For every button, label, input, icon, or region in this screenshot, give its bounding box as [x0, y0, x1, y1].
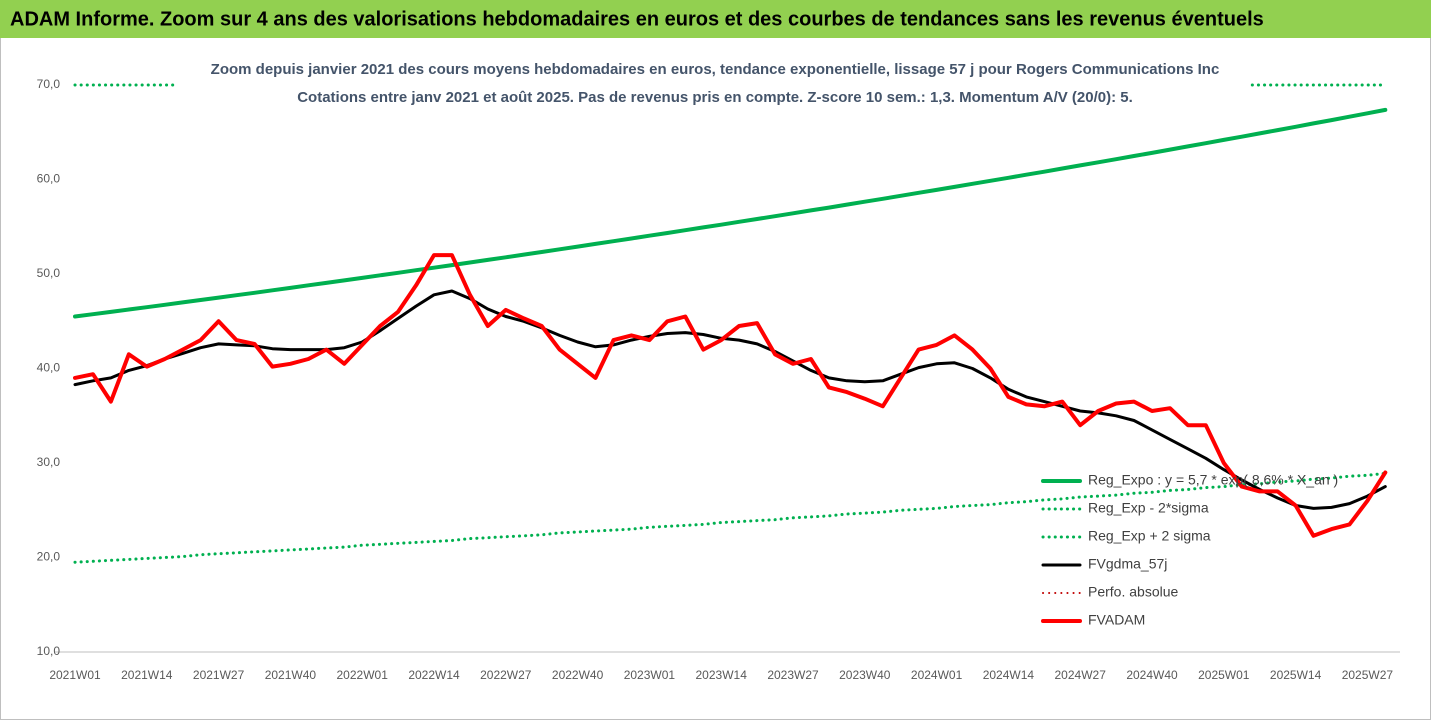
x-tick-label: 2022W40 — [552, 668, 604, 682]
subtitle-bg — [175, 55, 1250, 111]
x-tick-label: 2025W01 — [1198, 668, 1250, 682]
x-tick-label: 2023W27 — [767, 668, 819, 682]
x-tick-label: 2021W14 — [121, 668, 173, 682]
y-tick-label: 10,0 — [37, 644, 61, 658]
x-tick-label: 2021W01 — [49, 668, 101, 682]
title-bar — [0, 0, 1431, 38]
series-line — [73, 107, 1388, 319]
x-tick-label: 2021W40 — [265, 668, 317, 682]
x-tick-label: 2024W40 — [1126, 668, 1178, 682]
chart-title: ADAM Informe. Zoom sur 4 ans des valoris… — [10, 8, 1264, 30]
legend-label: Reg_Expo : y = 5,7 * exp( 8,6% * X_an ) — [1088, 472, 1338, 488]
y-tick-label: 60,0 — [37, 172, 61, 186]
x-tick-label: 2025W14 — [1270, 668, 1322, 682]
x-tick-label: 2023W01 — [624, 668, 676, 682]
series-line — [73, 289, 1387, 510]
subtitle: Zoom depuis janvier 2021 des cours moyen… — [211, 61, 1220, 78]
y-tick-label: 30,0 — [37, 455, 61, 469]
x-tick-label: 2022W27 — [480, 668, 532, 682]
x-tick-label: 2023W14 — [696, 668, 748, 682]
x-tick-label: 2022W01 — [337, 668, 389, 682]
series-line — [73, 471, 1387, 564]
y-tick-label: 20,0 — [37, 550, 61, 564]
x-tick-label: 2022W14 — [408, 668, 460, 682]
series-line — [73, 253, 1388, 538]
subtitle: Cotations entre janv 2021 et août 2025. … — [297, 89, 1133, 106]
legend-label: FVgdma_57j — [1088, 556, 1167, 572]
legend-label: Reg_Exp + 2 sigma — [1088, 528, 1211, 544]
x-tick-label: 2024W14 — [983, 668, 1035, 682]
y-tick-label: 40,0 — [37, 361, 61, 375]
x-tick-label: 2025W27 — [1342, 668, 1394, 682]
y-tick-label: 70,0 — [37, 77, 61, 91]
x-tick-label: 2023W40 — [839, 668, 891, 682]
x-tick-label: 2021W27 — [193, 668, 245, 682]
y-tick-label: 50,0 — [37, 266, 61, 280]
x-tick-label: 2024W27 — [1055, 668, 1107, 682]
legend-label: Reg_Exp - 2*sigma — [1088, 500, 1209, 516]
legend-label: Perfo. absolue — [1088, 584, 1178, 600]
x-tick-label: 2024W01 — [911, 668, 963, 682]
legend-label: FVADAM — [1088, 612, 1145, 628]
